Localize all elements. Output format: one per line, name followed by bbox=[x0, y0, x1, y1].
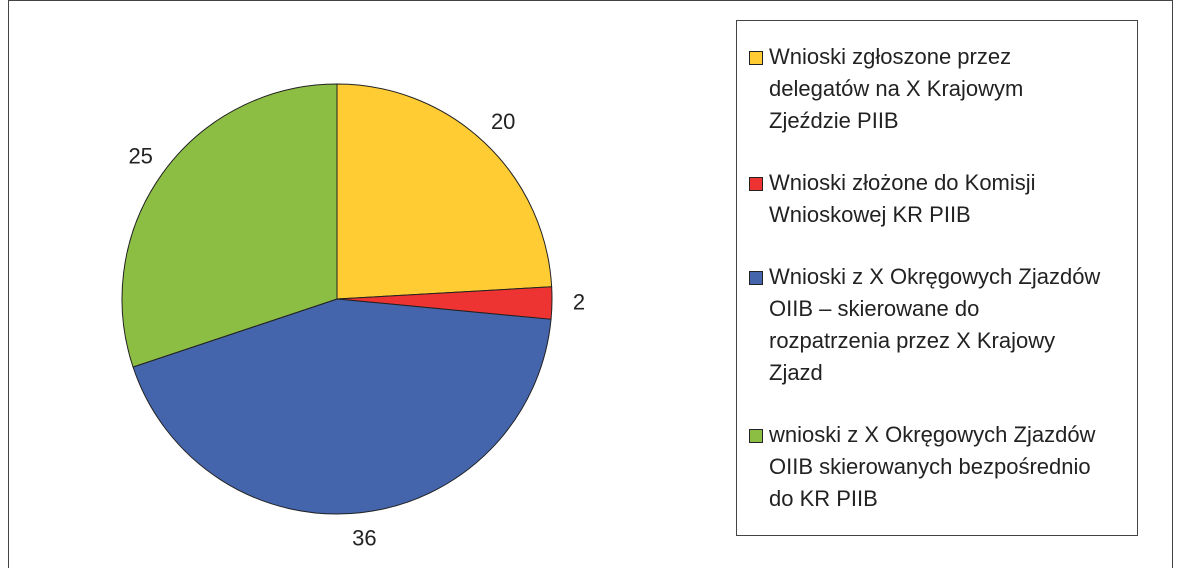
legend-swatch bbox=[749, 51, 763, 65]
legend-item: Wnioski złożone do Komisji Wnioskowej KR… bbox=[749, 167, 1127, 231]
frame bbox=[8, 0, 1173, 568]
legend-label: Wnioski złożone do Komisji Wnioskowej KR… bbox=[769, 170, 1036, 227]
legend: Wnioski zgłoszone przez delegatów na X K… bbox=[736, 20, 1138, 536]
legend-swatch bbox=[749, 177, 763, 191]
legend-item: wnioski z X Okręgowych Zjazdów OIIB skie… bbox=[749, 419, 1127, 515]
data-label: 2 bbox=[573, 289, 585, 314]
data-label: 25 bbox=[128, 143, 152, 168]
pie-slice bbox=[121, 83, 338, 368]
legend-swatch bbox=[749, 271, 763, 285]
legend-label: Wnioski z X Okręgowych Zjazdów OIIB – sk… bbox=[769, 264, 1101, 385]
legend-label: Wnioski zgłoszone przez delegatów na X K… bbox=[769, 44, 1024, 133]
legend-label: wnioski z X Okręgowych Zjazdów OIIB skie… bbox=[769, 422, 1096, 511]
legend-swatch bbox=[749, 429, 763, 443]
data-label: 36 bbox=[352, 525, 376, 550]
legend-item: Wnioski z X Okręgowych Zjazdów OIIB – sk… bbox=[749, 261, 1127, 389]
pie-slice bbox=[132, 298, 552, 515]
data-label: 20 bbox=[491, 109, 515, 134]
legend-item: Wnioski zgłoszone przez delegatów na X K… bbox=[749, 41, 1127, 137]
pie-slice bbox=[336, 83, 553, 300]
